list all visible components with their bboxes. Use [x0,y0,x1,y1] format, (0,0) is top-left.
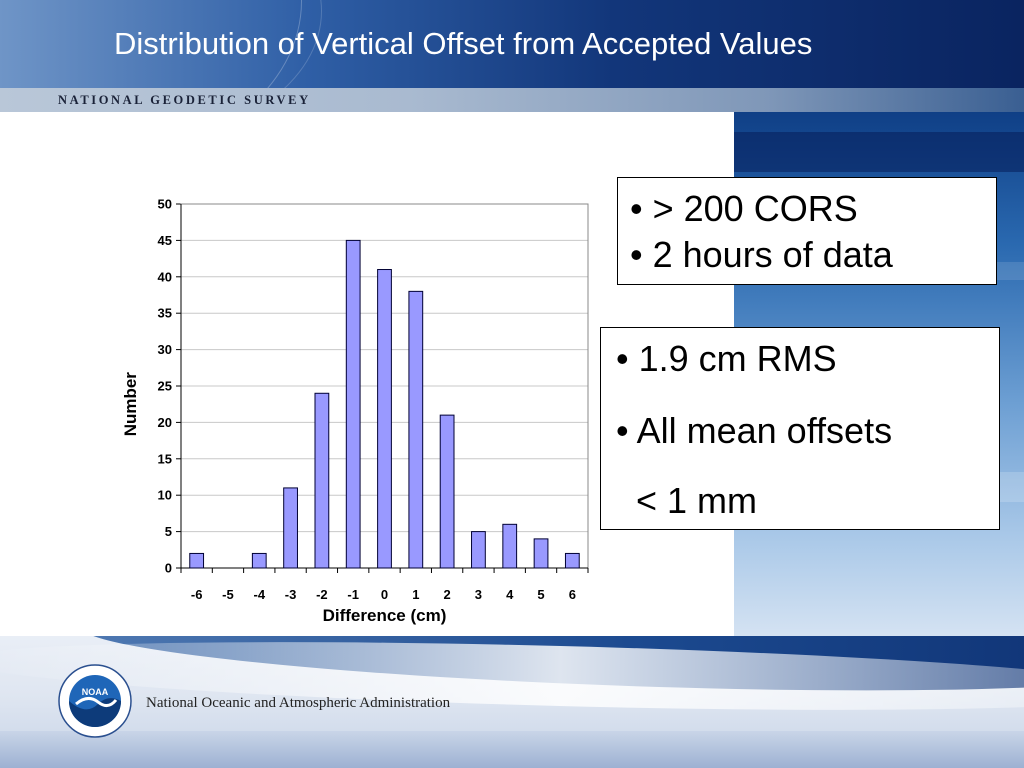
x-tick-label: 0 [381,587,388,602]
bar [189,552,205,569]
x-tick-label: -6 [191,587,203,602]
x-tick-label: 3 [475,587,482,602]
bullet-item: • All mean offsets [616,410,893,451]
y-tick-label: 15 [158,451,172,466]
bar [533,538,549,569]
noaa-logo: NOAA [58,664,132,738]
bullet-item: • 2 hours of data [630,234,893,275]
bullet-box-rms: • 1.9 cm RMS • All mean offsets < 1 mm [600,327,1000,530]
x-tick-label: 1 [412,587,419,602]
y-axis-label: Number [121,372,140,437]
y-tick-label: 30 [158,342,172,357]
y-tick-label: 35 [158,306,172,321]
y-tick-label: 50 [158,197,172,212]
bullet-box-cors: • > 200 CORS • 2 hours of data [617,177,997,285]
bar [471,531,486,569]
panel-streak [734,132,1024,172]
bar [408,290,424,569]
bar [345,239,361,569]
x-tick-label: -2 [316,587,328,602]
y-tick-label: 10 [158,488,172,503]
slide-title: Distribution of Vertical Offset from Acc… [114,26,813,61]
y-tick-label: 5 [165,524,172,539]
footer-swoosh [0,636,1024,768]
bar [314,392,330,569]
x-axis-label: Difference (cm) [323,606,447,625]
x-tick-label: -4 [253,587,265,602]
bullet-item: < 1 mm [616,480,758,521]
x-tick-label: -3 [285,587,297,602]
y-tick-label: 25 [158,379,172,394]
footer-band [0,731,1024,768]
bar [502,523,518,569]
x-tick-label: -5 [222,587,234,602]
footer-agency-name: National Oceanic and Atmospheric Adminis… [146,695,451,711]
y-tick-label: 0 [165,561,172,576]
bar [283,487,298,569]
bar [251,552,267,569]
bullet-item: • > 200 CORS [630,188,858,229]
bar [564,552,580,569]
bullet-item: • 1.9 cm RMS [616,338,837,379]
x-tick-label: 6 [569,587,576,602]
noaa-logo-text: NOAA [82,687,109,697]
x-tick-label: -1 [347,587,359,602]
bar [377,269,392,569]
agency-banner-text: NATIONAL GEODETIC SURVEY [58,93,311,107]
bar [439,414,455,569]
x-tick-label: 4 [506,587,514,602]
y-tick-label: 45 [158,233,172,248]
x-tick-label: 5 [537,587,544,602]
agency-banner: NATIONAL GEODETIC SURVEY [0,88,1024,112]
x-tick-label: 2 [443,587,450,602]
y-tick-label: 20 [158,415,172,430]
header-banner: Distribution of Vertical Offset from Acc… [0,0,1024,88]
y-tick-label: 40 [158,269,172,284]
